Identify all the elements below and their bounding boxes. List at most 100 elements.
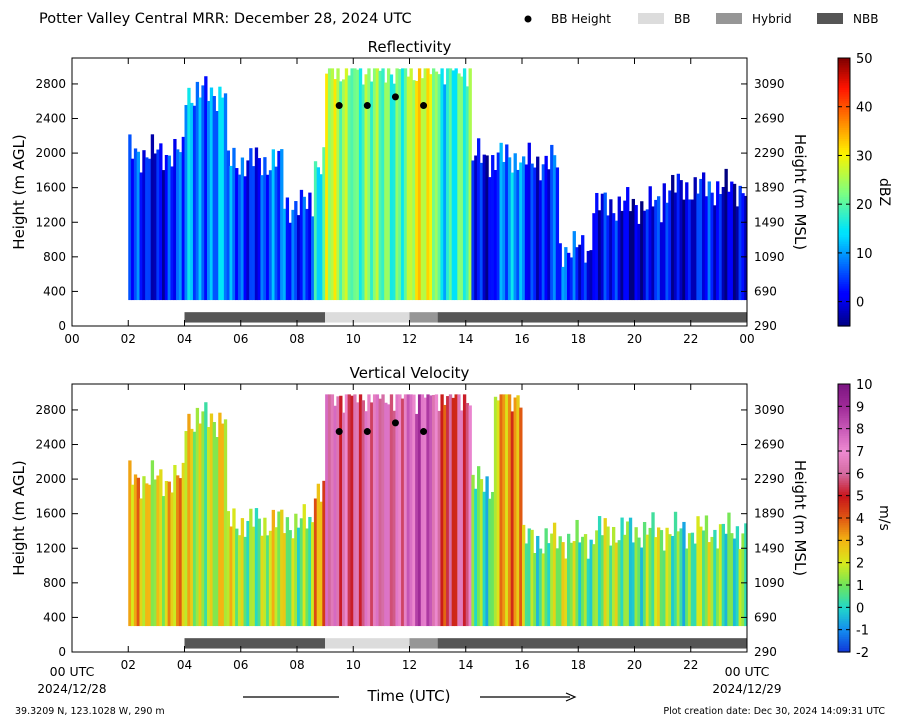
field-column: [333, 79, 337, 301]
field-column: [673, 192, 678, 301]
colorbar-cell: [838, 439, 850, 443]
field-column: [164, 480, 169, 627]
y2-tick-label: 290: [754, 319, 777, 333]
field-column: [342, 79, 346, 301]
colorbar-cell: [838, 156, 850, 160]
field-column: [268, 530, 273, 627]
y-tick-label: 400: [43, 610, 66, 624]
y-tick-label: 1600: [35, 507, 66, 521]
field-column: [361, 84, 365, 301]
colorbar-cell: [838, 312, 850, 316]
field-column: [437, 410, 441, 627]
field-column: [147, 158, 152, 301]
field-column: [657, 527, 661, 627]
field-column: [513, 153, 517, 301]
colorbar-cell: [838, 428, 850, 432]
field-column: [372, 68, 377, 301]
precip-type-bb: [325, 312, 410, 323]
colorbar-cell: [838, 477, 850, 481]
field-column: [139, 172, 143, 301]
colorbar-cell: [838, 165, 850, 169]
colorbar-cell: [838, 142, 850, 146]
colorbar-cell: [838, 93, 850, 97]
colorbar-cell: [838, 294, 850, 298]
colorbar-tick-label: 1: [856, 579, 864, 594]
field-column: [612, 213, 616, 301]
field-column: [136, 477, 140, 627]
field-column: [614, 542, 619, 627]
field-column: [533, 553, 537, 627]
colorbar-cell: [838, 576, 850, 579]
colorbar-cell: [838, 265, 850, 269]
colorbar-cell: [838, 127, 850, 131]
field-column: [671, 174, 675, 301]
x-tick-label: 14: [458, 332, 473, 346]
field-column: [322, 147, 326, 301]
field-column: [668, 190, 672, 301]
field-column: [454, 68, 458, 301]
colorbar-cell: [838, 276, 850, 280]
field-column: [150, 460, 155, 627]
field-column: [446, 396, 450, 627]
field-column: [409, 394, 413, 627]
precip-type-nbb: [437, 638, 747, 649]
field-column: [713, 529, 717, 627]
colorbar-cell: [838, 147, 850, 151]
field-column: [468, 405, 472, 627]
field-column: [538, 548, 543, 627]
x-tick-label: 14: [458, 658, 473, 672]
colorbar-cell: [838, 167, 850, 171]
field-column: [581, 235, 585, 301]
field-column: [575, 519, 579, 627]
field-column: [325, 394, 329, 627]
precip-type-nbb: [184, 638, 326, 649]
y-tick-label: 1200: [35, 215, 66, 229]
field-column: [730, 533, 734, 627]
colorbar-cell: [838, 567, 850, 570]
field-column: [448, 68, 453, 301]
field-column: [316, 483, 320, 627]
colorbar-cell: [838, 578, 850, 582]
field-column: [378, 70, 382, 301]
field-column: [207, 427, 211, 627]
colorbar-cell: [838, 169, 850, 173]
legend-label: NBB: [853, 12, 878, 26]
field-column: [516, 169, 520, 301]
colorbar-cell: [838, 426, 850, 430]
field-column: [389, 394, 394, 627]
colorbar-cell: [838, 611, 850, 615]
colorbar-cell: [838, 435, 850, 439]
colorbar-cell: [838, 413, 850, 416]
field-column: [741, 533, 745, 627]
colorbar-cell: [838, 185, 850, 189]
colorbar-cell: [838, 200, 850, 204]
y-tick-label: 2000: [35, 146, 66, 160]
colorbar-cell: [838, 263, 850, 267]
field-column: [223, 419, 228, 627]
field-column: [741, 193, 745, 301]
field-column: [192, 105, 197, 301]
precip-type-bb: [325, 638, 410, 649]
field-column: [254, 508, 259, 627]
field-column: [569, 542, 574, 627]
y-tick-label: 0: [58, 319, 66, 333]
field-column: [583, 534, 588, 627]
field-column: [460, 76, 464, 301]
field-column: [173, 464, 177, 627]
colorbar-cell: [838, 388, 850, 392]
field-column: [178, 152, 183, 301]
field-column: [707, 542, 711, 627]
colorbar-cell: [838, 547, 850, 550]
colorbar-cell: [838, 209, 850, 213]
field-column: [364, 411, 368, 627]
y-tick-label: 800: [43, 576, 66, 590]
y2-tick-label: 1490: [754, 215, 785, 229]
field-column: [735, 206, 740, 301]
field-column: [131, 484, 135, 627]
field-column: [384, 402, 388, 627]
field-column: [398, 69, 402, 301]
field-column: [628, 211, 633, 301]
field-column: [465, 403, 470, 627]
colorbar-cell: [838, 587, 850, 591]
field-column: [595, 192, 599, 301]
